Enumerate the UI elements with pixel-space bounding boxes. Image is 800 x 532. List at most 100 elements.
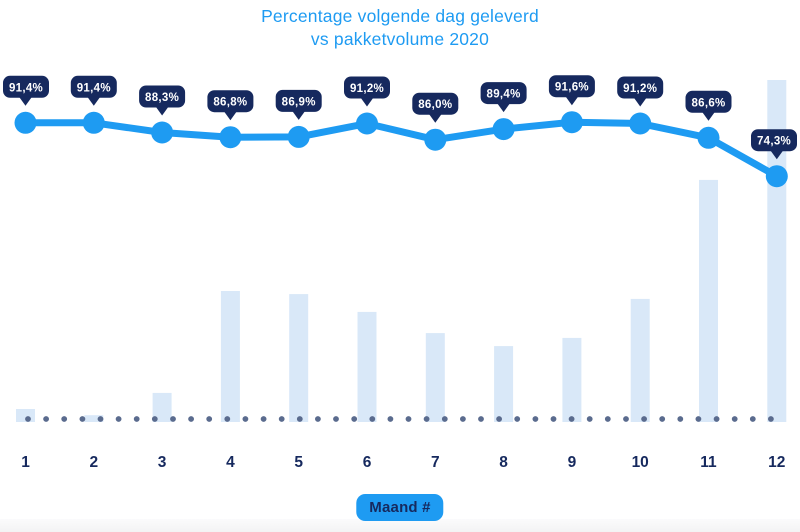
value-tooltip: 91,2%: [617, 76, 664, 107]
baseline-dot: [731, 416, 738, 422]
baseline-dot: [659, 416, 666, 422]
x-axis-label: 9: [568, 454, 577, 471]
volume-bar[interactable]: [425, 333, 445, 422]
volume-bar[interactable]: [289, 294, 309, 422]
baseline-dot: [61, 416, 68, 422]
x-axis-label: 1: [21, 454, 30, 471]
volume-bar[interactable]: [357, 311, 377, 422]
x-axis-label: 11: [700, 454, 717, 471]
baseline-dot: [423, 416, 430, 422]
baseline-dot: [514, 416, 521, 422]
baseline-dot: [550, 416, 557, 422]
data-point[interactable]: [629, 112, 652, 135]
baseline-dot: [25, 416, 31, 422]
x-axis-label: 8: [499, 454, 508, 471]
data-point[interactable]: [560, 111, 583, 134]
page-bottom-strip: [0, 519, 800, 532]
value-tooltip: 91,4%: [70, 75, 117, 106]
value-tooltip-label: 86,9%: [282, 96, 316, 108]
value-tooltip-label: 91,4%: [9, 82, 43, 94]
x-axis-label: 5: [294, 454, 303, 471]
data-point[interactable]: [14, 111, 37, 134]
value-tooltip: 74,3%: [751, 129, 797, 160]
baseline-dot: [151, 416, 158, 422]
volume-bar[interactable]: [562, 337, 582, 422]
baseline-dot: [677, 416, 684, 422]
baseline-dot: [478, 416, 484, 422]
value-tooltip-label: 74,3%: [757, 136, 791, 148]
baseline-dot: [133, 416, 140, 422]
volume-bar[interactable]: [494, 346, 514, 422]
baseline-dot: [369, 416, 376, 422]
baseline-dot: [260, 416, 267, 422]
baseline-dot: [333, 416, 339, 422]
value-tooltip-label: 86,0%: [418, 99, 452, 111]
baseline-dot: [749, 416, 756, 422]
value-tooltip-label: 86,8%: [213, 97, 247, 109]
data-point[interactable]: [765, 165, 788, 188]
baseline-dot: [441, 416, 448, 422]
volume-bar[interactable]: [84, 415, 104, 422]
baseline-dot: [351, 416, 358, 422]
chart-title-line2: vs pakketvolume 2020: [310, 29, 490, 49]
volume-bar[interactable]: [220, 291, 240, 422]
baseline-dot: [170, 416, 176, 422]
baseline-dot: [188, 416, 195, 422]
value-tooltip-label: 88,3%: [145, 92, 179, 104]
value-tooltip: 88,3%: [139, 85, 186, 116]
value-tooltip-label: 91,4%: [77, 82, 111, 94]
x-axis-label: 6: [363, 454, 372, 471]
value-tooltip: 86,8%: [207, 90, 254, 121]
value-tooltip: 86,0%: [412, 92, 459, 123]
baseline-dot: [296, 416, 303, 422]
x-axis-label: 4: [226, 454, 235, 471]
volume-bar[interactable]: [767, 80, 787, 422]
data-point[interactable]: [287, 125, 310, 148]
value-tooltip-label: 89,4%: [487, 89, 521, 101]
baseline-dot: [387, 416, 394, 422]
baseline-dot: [641, 416, 647, 422]
value-tooltip: 86,6%: [685, 90, 732, 121]
value-tooltip: 89,4%: [480, 82, 527, 113]
x-axis-label: 10: [632, 454, 649, 471]
chart-title-line1: Percentage volgende dag geleverd: [261, 6, 539, 26]
x-axis-label: 7: [431, 454, 440, 471]
baseline-dot: [623, 416, 629, 422]
value-tooltip-label: 91,2%: [350, 83, 384, 95]
baseline-dot: [115, 416, 122, 422]
value-tooltip: 91,4%: [3, 75, 49, 106]
baseline-dot: [532, 416, 539, 422]
data-point[interactable]: [356, 112, 378, 135]
data-point[interactable]: [82, 111, 105, 134]
baseline-dot: [97, 416, 104, 422]
baseline-dot: [315, 416, 321, 422]
chart-title: Percentage volgende dag geleverd vs pakk…: [0, 5, 800, 51]
value-tooltip-label: 86,6%: [691, 97, 725, 109]
volume-bar[interactable]: [630, 298, 650, 422]
data-point[interactable]: [697, 126, 720, 149]
volume-bar[interactable]: [699, 179, 718, 422]
baseline-dot: [43, 416, 49, 422]
baseline-dot: [695, 416, 702, 422]
value-tooltip-label: 91,6%: [555, 82, 589, 94]
baseline-dot: [586, 416, 593, 422]
value-tooltip: 91,2%: [344, 76, 390, 107]
baseline-dot: [496, 416, 502, 422]
data-point[interactable]: [151, 121, 174, 144]
data-point[interactable]: [424, 128, 447, 151]
data-point[interactable]: [219, 126, 242, 149]
value-tooltip-label: 91,2%: [623, 83, 657, 95]
baseline-dot: [206, 416, 213, 422]
x-axis-label: 12: [768, 454, 785, 471]
baseline-dot: [460, 416, 466, 422]
volume-bar[interactable]: [152, 392, 172, 422]
baseline-dot: [79, 416, 86, 422]
percentage-line: [22, 118, 781, 180]
x-axis-title-badge: Maand #: [356, 494, 444, 521]
baseline-dot: [713, 416, 720, 422]
baseline-dot: [405, 416, 412, 422]
baseline-dot: [768, 416, 774, 422]
data-point[interactable]: [492, 118, 515, 141]
